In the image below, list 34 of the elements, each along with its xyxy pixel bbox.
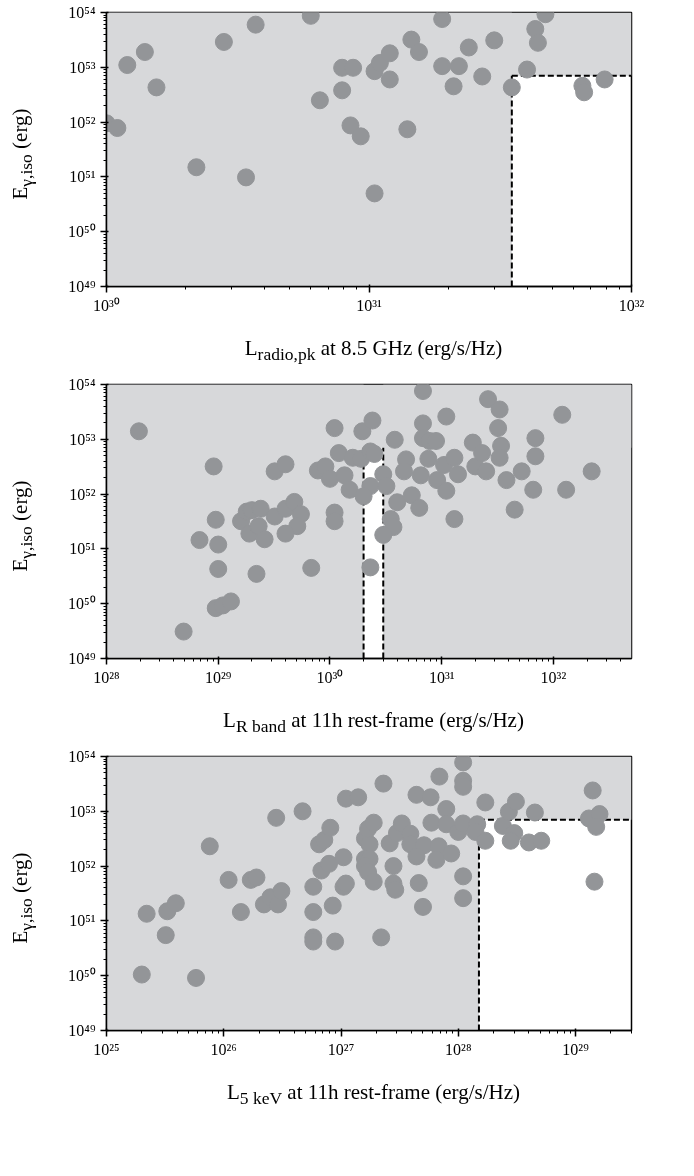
y-tick-label: 10⁵² bbox=[69, 113, 96, 131]
x-tick-label: 10²⁷ bbox=[327, 1040, 355, 1058]
y-tick-label: 10⁵¹ bbox=[69, 540, 96, 558]
x-tick-label: 10²⁸ bbox=[93, 668, 120, 686]
y-tick-label: 10⁵² bbox=[69, 857, 96, 875]
y-tick-label: 10⁵⁰ bbox=[67, 967, 96, 985]
x-tick-label: 10³⁰ bbox=[316, 668, 344, 686]
x-tick-label: 10³¹ bbox=[428, 668, 455, 686]
x-tick-label: 10³¹ bbox=[356, 296, 382, 314]
x-tick-label: 10²⁶ bbox=[210, 1040, 237, 1058]
x-axis-title: L$_{5 keV}$ at 11h rest-frame (erg/s/Hz) bbox=[226, 1079, 521, 1111]
x-tick-label: 10³² bbox=[540, 668, 567, 686]
x-axis-title: L$_{R band}$ at 11h rest-frame (erg/s/Hz) bbox=[222, 707, 525, 739]
y-tick-label: 10⁴⁹ bbox=[68, 278, 96, 295]
y-tick-label: 10⁵¹ bbox=[69, 168, 96, 186]
y-tick-label: 10⁵³ bbox=[69, 430, 96, 448]
y-tick-label: 10⁵⁰ bbox=[67, 595, 96, 613]
x-tick-label: 10²⁸ bbox=[445, 1040, 472, 1058]
y-tick-label: 10⁵³ bbox=[69, 58, 96, 76]
x-tick-label: 10²⁹ bbox=[205, 668, 232, 686]
y-tick-label: 10⁵³ bbox=[69, 802, 96, 820]
y-tick-label: 10⁴⁹ bbox=[68, 1022, 96, 1039]
y-tick-label: 10⁵⁴ bbox=[68, 748, 96, 765]
y-tick-label: 10⁵⁴ bbox=[68, 376, 96, 393]
y-tick-label: 10⁵⁴ bbox=[68, 4, 96, 21]
y-tick-label: 10⁵² bbox=[69, 485, 96, 503]
x-tick-label: 10²⁵ bbox=[93, 1040, 120, 1058]
x-tick-label: 10²⁹ bbox=[562, 1040, 590, 1058]
y-tick-label: 10⁴⁹ bbox=[68, 650, 96, 667]
x-axis-title: L$_{radio,pk}$ at 8.5 GHz (erg/s/Hz) bbox=[243, 335, 504, 367]
y-tick-label: 10⁵¹ bbox=[69, 912, 96, 930]
x-tick-label: 10³⁰ bbox=[93, 296, 120, 314]
y-tick-label: 10⁵⁰ bbox=[67, 223, 96, 241]
x-tick-label: 10³² bbox=[618, 296, 645, 314]
